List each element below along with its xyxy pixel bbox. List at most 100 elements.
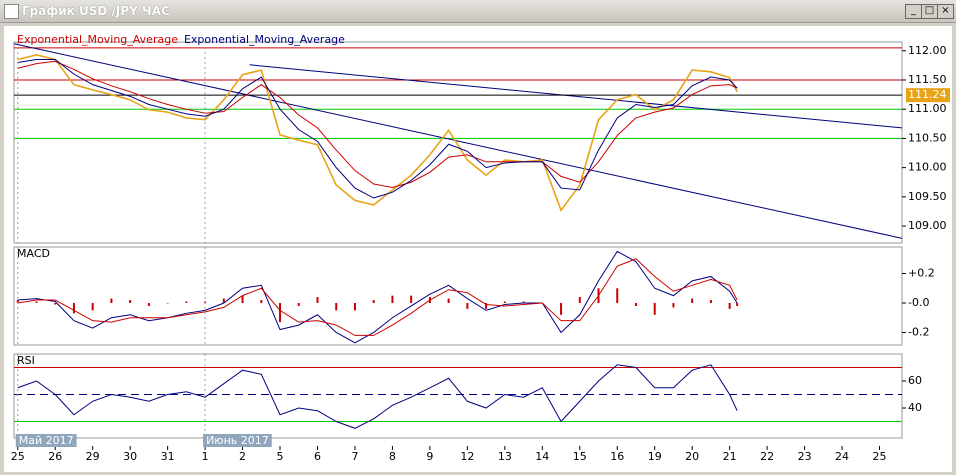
histogram-bar: [634, 303, 637, 306]
y-tick-label: +0.2: [908, 267, 935, 280]
histogram-bar: [728, 303, 731, 309]
chart-area: 112.00 111.50 111.00 110.50 110.00 109.50 109.…: [4, 26, 952, 472]
panel-frame: [13, 246, 903, 346]
histogram-bar: [391, 295, 394, 303]
y-tick-label: 110.00: [908, 161, 947, 174]
x-tick-label: 12: [460, 450, 474, 463]
histogram-bar: [410, 295, 413, 303]
x-tick-label: 24: [835, 450, 849, 463]
x-tick-label: 22: [760, 450, 774, 463]
histogram-bar: [147, 303, 150, 306]
series-line: [17, 59, 738, 199]
histogram-bar: [110, 298, 113, 303]
series-line: [17, 258, 738, 336]
histogram-bar: [260, 300, 263, 303]
x-tick-label: 5: [277, 450, 284, 463]
x-tick-label: 30: [123, 450, 137, 463]
x-tick-label: 20: [685, 450, 699, 463]
x-tick-label: 2: [239, 450, 246, 463]
y-tick-label: 60: [908, 374, 922, 387]
x-tick-label: 23: [798, 450, 812, 463]
x-tick-label: 29: [86, 450, 100, 463]
month-label-box: [203, 434, 272, 447]
histogram-bar: [297, 303, 300, 306]
histogram-bar: [166, 303, 169, 304]
maximize-button[interactable]: □: [921, 4, 938, 19]
month-label-box: [15, 434, 77, 447]
histogram-bar: [335, 303, 338, 311]
legend-entry: Exponential_Moving_Average: [184, 33, 345, 46]
histogram-bar: [560, 303, 563, 315]
chart-background: [4, 26, 952, 472]
x-tick-label: 19: [648, 450, 662, 463]
x-tick-label: 14: [535, 450, 549, 463]
histogram-bar: [129, 300, 132, 303]
month-label: Май 2017: [19, 434, 74, 447]
x-tick-label: 25: [873, 450, 887, 463]
minimize-button[interactable]: _: [905, 4, 922, 19]
histogram-bar: [279, 303, 282, 323]
y-tick-label: 40: [908, 401, 922, 414]
x-tick-label: 9: [426, 450, 433, 463]
y-tick-label: 109.50: [908, 190, 947, 203]
y-tick-label: 112.00: [908, 44, 947, 57]
series-line: [17, 54, 738, 212]
histogram-bar: [736, 303, 739, 306]
title-bar: График USD /JPY ЧАС _ □ ×: [0, 0, 956, 23]
histogram-bar: [653, 303, 656, 315]
histogram-bar: [709, 300, 712, 303]
histogram-bar: [72, 303, 75, 314]
x-tick-label: 21: [723, 450, 737, 463]
month-label: Июнь 2017: [206, 434, 269, 447]
histogram-bar: [616, 288, 619, 303]
trend-line: [249, 64, 903, 129]
legend-entry: Exponential_Moving_Average: [17, 33, 178, 46]
x-tick-label: 8: [389, 450, 396, 463]
window-title: График USD /JPY ЧАС: [22, 4, 170, 18]
panel-frame: [13, 353, 903, 439]
histogram-bar: [222, 298, 225, 303]
histogram-bar: [485, 303, 488, 309]
x-tick-label: 1: [202, 450, 209, 463]
x-tick-label: 25: [11, 450, 25, 463]
x-tick-label: 13: [498, 450, 512, 463]
panel-title: MACD: [17, 247, 50, 260]
histogram-bar: [522, 301, 525, 303]
series-line: [17, 364, 738, 429]
x-tick-label: 7: [351, 450, 358, 463]
histogram-bar: [466, 303, 469, 309]
y-tick-label: 111.50: [908, 73, 947, 86]
histogram-bar: [578, 297, 581, 303]
histogram-bar: [316, 297, 319, 303]
trend-line: [13, 43, 903, 239]
x-tick-label: 26: [48, 450, 62, 463]
y-tick-label: 111.00: [908, 102, 947, 115]
histogram-bar: [503, 301, 506, 303]
panel-frame: [13, 41, 903, 244]
histogram-bar: [54, 303, 57, 305]
x-tick-label: 31: [161, 450, 175, 463]
x-tick-label: 15: [573, 450, 587, 463]
histogram-bar: [185, 301, 188, 303]
current-price-box: [906, 88, 950, 103]
histogram-bar: [691, 298, 694, 303]
close-button[interactable]: ×: [937, 4, 954, 19]
panel-title: RSI: [17, 354, 35, 367]
series-line: [17, 60, 738, 189]
window-icon: [4, 4, 19, 19]
x-tick-label: 6: [314, 450, 321, 463]
histogram-bar: [241, 295, 244, 303]
histogram-bar: [91, 303, 94, 311]
histogram-bar: [353, 303, 356, 311]
current-price-label: 111.24: [908, 88, 947, 101]
histogram-bar: [372, 300, 375, 303]
y-tick-label: 110.50: [908, 131, 947, 144]
histogram-bar: [672, 303, 675, 308]
histogram-bar: [447, 298, 450, 303]
histogram-bar: [16, 300, 19, 303]
histogram-bar: [35, 301, 38, 303]
x-tick-label: 16: [610, 450, 624, 463]
y-tick-label: -0.0: [908, 296, 929, 309]
y-tick-label: 109.00: [908, 219, 947, 232]
